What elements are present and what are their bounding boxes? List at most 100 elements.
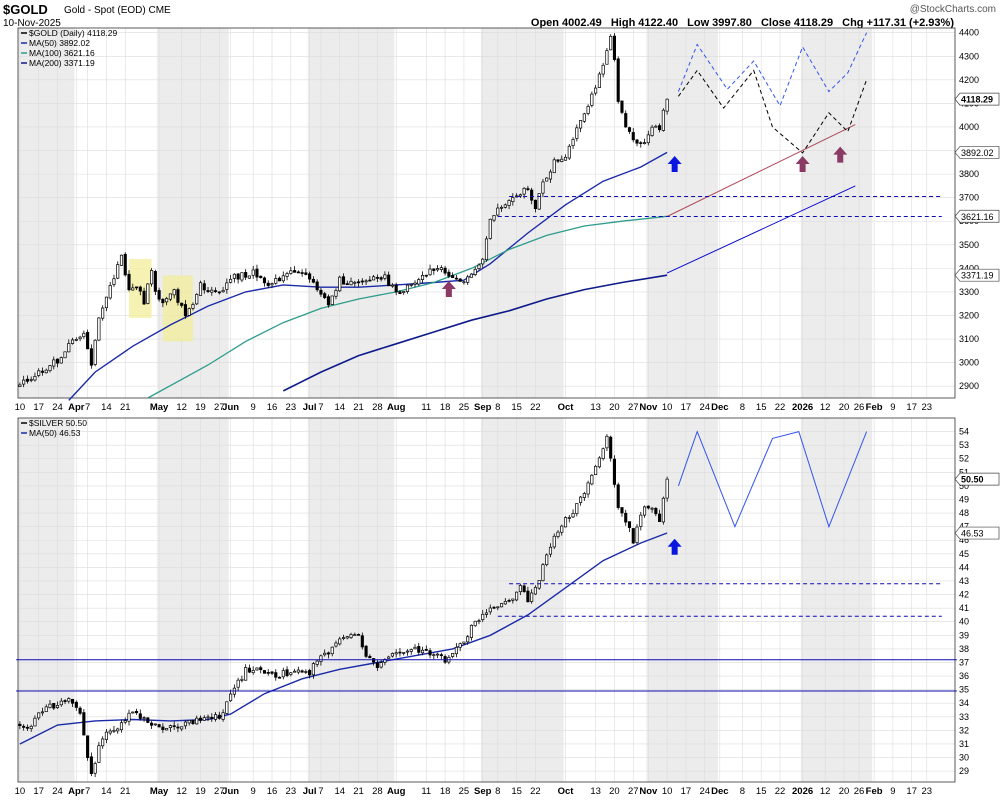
candle [420, 271, 425, 284]
candle [609, 435, 613, 462]
candle [631, 527, 635, 545]
x-tick-label: Sep [474, 402, 492, 413]
candle [390, 283, 394, 288]
candle [210, 713, 214, 722]
x-tick-label: 8 [495, 786, 500, 797]
candle [439, 652, 443, 659]
x-tick-label: 17 [906, 402, 917, 413]
x-tick-label: 2026 [792, 786, 813, 797]
up-arrow-icon [441, 280, 456, 297]
candle [153, 723, 157, 726]
candle [89, 344, 93, 369]
x-tick-label: 22 [775, 786, 786, 797]
candle [658, 509, 662, 522]
x-tick-label: 19 [195, 786, 206, 797]
candle [575, 503, 579, 517]
legend-entry: $GOLD (Daily) 4118.29 [29, 28, 117, 38]
candle [187, 307, 191, 317]
candle [631, 128, 635, 143]
candle [635, 524, 639, 545]
candle [229, 689, 233, 702]
month-shade [646, 418, 718, 782]
y-tick-label: 4400 [959, 28, 979, 38]
candle [86, 329, 90, 350]
candle [552, 157, 556, 174]
candle [338, 275, 342, 293]
svg-text:46.53: 46.53 [961, 529, 984, 539]
x-tick-label: 12 [820, 402, 831, 413]
month-shade [18, 418, 75, 782]
x-tick-label: 17 [681, 786, 692, 797]
chg-value: +117.31 (+2.93%) [866, 17, 954, 29]
x-tick-label: 18 [440, 786, 451, 797]
candle [97, 317, 101, 342]
y-tick-label: 4000 [959, 122, 979, 132]
candle [586, 104, 590, 116]
candle [138, 285, 142, 296]
x-tick-label: 16 [267, 402, 278, 413]
candle [473, 620, 477, 627]
x-tick-label: 14 [101, 402, 112, 413]
candle [432, 268, 436, 275]
candle [383, 271, 387, 281]
y-tick-label: 3800 [959, 169, 979, 179]
candle [620, 100, 624, 115]
candle [477, 263, 481, 271]
svg-text:50.50: 50.50 [961, 475, 984, 485]
x-tick-label: 23 [921, 786, 932, 797]
x-tick-label: 8 [495, 402, 500, 413]
y-tick-label: 35 [959, 685, 969, 695]
candle [375, 274, 379, 283]
silver-panel: 29 30 31 32 33 34 35 36 37 38 39 40 41 42 43 44 45 46 47 48… [15, 417, 1000, 797]
x-tick-label: Jun [222, 402, 239, 413]
candle [18, 382, 22, 387]
candle [420, 646, 425, 656]
x-tick-label: 22 [775, 402, 786, 413]
candle [293, 668, 297, 673]
x-tick-label: 23 [921, 402, 932, 413]
candle [168, 293, 172, 302]
candle [458, 642, 462, 652]
candle [134, 708, 139, 715]
candle [481, 610, 485, 623]
candle [71, 698, 75, 707]
candle [236, 677, 240, 692]
x-tick-label: Apr [68, 402, 85, 413]
panel-frame [17, 417, 956, 783]
y-tick-label: 54 [959, 427, 969, 437]
candle [323, 291, 327, 300]
x-tick-label: Aug [387, 786, 406, 797]
candle [492, 606, 496, 610]
svg-text:3892.02: 3892.02 [961, 148, 994, 158]
candle [304, 669, 308, 675]
candle [274, 274, 278, 285]
candle [29, 376, 33, 383]
candle [63, 351, 67, 359]
x-tick-label: 14 [101, 786, 112, 797]
candle [646, 130, 650, 146]
candle [526, 185, 530, 192]
x-tick-label: 13 [590, 402, 601, 413]
candle [40, 707, 45, 716]
trend-line [666, 185, 856, 274]
y-tick-label: 3300 [959, 287, 979, 297]
candle [379, 660, 383, 669]
candle [311, 662, 315, 679]
candle [146, 283, 150, 305]
candle [161, 723, 165, 733]
x-tick-label: 24 [52, 786, 63, 797]
candle [221, 286, 225, 293]
candle [206, 714, 210, 721]
trend-line [666, 124, 856, 217]
x-tick-label: 23 [286, 402, 297, 413]
candle [341, 634, 346, 641]
ma200-line [282, 274, 668, 392]
x-tick-label: 24 [699, 786, 710, 797]
x-tick-label: 24 [52, 402, 63, 413]
candle [108, 728, 112, 736]
candle [262, 670, 267, 674]
x-tick-label: 10 [15, 786, 26, 797]
gold-panel: 2900300031003200330034003500360037003800… [15, 27, 1000, 413]
x-tick-label: 8 [740, 786, 745, 797]
